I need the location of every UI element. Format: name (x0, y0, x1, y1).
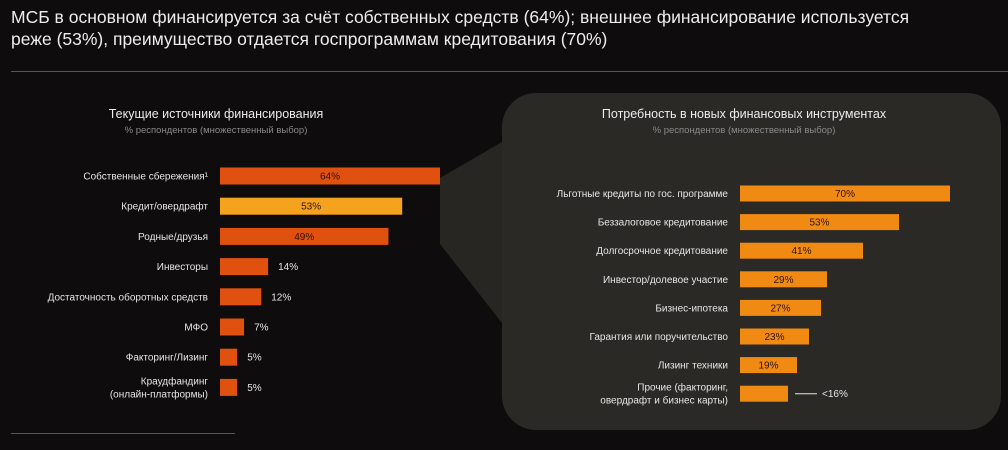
right-category-line-2-0: Долгосрочное кредитование (596, 246, 728, 257)
left-category-label-3: Инвесторы (157, 262, 208, 273)
right-bar-4 (740, 299, 821, 316)
right-value-label-4: 27% (770, 303, 790, 314)
left-value-label-5: 7% (254, 323, 269, 334)
right-chart-title: Потребность в новых финансовых инструмен… (602, 107, 887, 121)
right-category-line-1-0: Беззалоговое кредитование (598, 218, 729, 229)
left-chart-bars: Собственные сбережения¹ 64% Кредит/овердра… (48, 167, 440, 400)
right-bar-2 (740, 242, 863, 259)
right-bar-5 (740, 328, 809, 345)
right-bar-3 (740, 271, 827, 288)
left-bar-7 (220, 378, 238, 396)
left-bar-1 (220, 197, 403, 215)
headline-line-1: МСБ в основном финансируется за счёт соб… (11, 7, 910, 27)
right-bar-1 (740, 214, 899, 231)
left-category-label-1: Кредит/овердрафт (121, 201, 208, 213)
footer-divider (11, 433, 235, 434)
right-category-line-3-0: Инвестор/долевое участие (603, 275, 728, 286)
left-chart-subtitle: % респондентов (множественный выбор) (125, 125, 308, 136)
right-category-label-1: Беззалоговое кредитование (598, 218, 729, 229)
left-category-line-2-0: Родные/друзья (138, 232, 208, 243)
left-category-label-0: Собственные сбережения¹ (83, 171, 208, 183)
right-chart-bars: Льготные кредиты по гос. программе 70% Без… (557, 185, 950, 407)
left-category-line-1-0: Кредит/овердрафт (121, 201, 208, 213)
right-value-label-7: <16% (822, 389, 848, 400)
left-bar-0 (220, 167, 440, 185)
left-value-label-1: 53% (301, 202, 321, 213)
left-category-label-6: Факторинг/Лизинг (126, 353, 209, 364)
right-category-label-0: Льготные кредиты по гос. программе (557, 189, 729, 200)
right-chart-subtitle: % респондентов (множественный выбор) (653, 125, 836, 136)
left-value-label-7: 5% (247, 383, 262, 394)
right-category-label-6: Лизинг техники (658, 361, 728, 372)
right-value-label-1: 53% (809, 218, 829, 229)
headline-line-2: реже (53%), преимущество отдается госпро… (11, 29, 608, 49)
callout-panel (502, 93, 1001, 430)
left-bar-4 (220, 288, 262, 306)
left-category-label-4: Достаточность оборотных средств (48, 291, 208, 303)
right-category-label-4: Бизнес-ипотека (655, 303, 728, 314)
right-category-line-0-0: Льготные кредиты по гос. программе (557, 189, 729, 200)
right-category-label-5: Гарантия или поручительство (589, 332, 728, 343)
left-category-line-4-0: Достаточность оборотных средств (48, 291, 208, 303)
left-category-label-7: Краудфандинг (онлайн-платформы) (110, 375, 209, 400)
left-value-label-3: 14% (278, 262, 298, 273)
left-value-label-4: 12% (271, 292, 291, 303)
left-bar-6 (220, 348, 238, 366)
right-value-label-2: 41% (791, 246, 811, 257)
header-divider (11, 71, 1008, 72)
right-value-label-6: 19% (758, 361, 778, 372)
right-bar-6 (740, 357, 797, 374)
right-value-label-5: 23% (764, 332, 784, 343)
right-bar-7 (740, 385, 788, 402)
left-category-line-3-0: Инвесторы (157, 262, 208, 273)
page-headline: МСБ в основном финансируется за счёт соб… (11, 6, 1001, 50)
right-category-line-7-1: овердрафт и бизнес карты) (600, 395, 728, 407)
right-category-label-2: Долгосрочное кредитование (596, 246, 728, 257)
left-category-label-5: МФО (184, 323, 208, 334)
right-category-line-4-0: Бизнес-ипотека (655, 303, 728, 314)
left-value-label-2: 49% (294, 232, 314, 243)
left-category-line-6-0: Факторинг/Лизинг (126, 353, 209, 364)
right-category-label-7: Прочие (факторинг, овердрафт и бизнес кар… (600, 382, 728, 407)
left-bar-3 (220, 258, 269, 276)
left-category-line-7-1: (онлайн-платформы) (110, 388, 208, 400)
left-value-label-6: 5% (247, 353, 262, 364)
right-bar-0 (740, 185, 950, 202)
left-category-line-7-0: Краудфандинг (141, 375, 209, 387)
left-category-line-0-0: Собственные сбережения¹ (83, 171, 208, 183)
right-value-label-3: 29% (773, 275, 793, 286)
left-chart-title: Текущие источники финансирования (109, 107, 324, 121)
right-category-line-7-0: Прочие (факторинг, (637, 382, 728, 394)
left-bar-5 (220, 318, 245, 336)
left-category-line-5-0: МФО (184, 323, 208, 334)
right-category-line-6-0: Лизинг техники (658, 361, 728, 372)
right-category-line-5-0: Гарантия или поручительство (589, 332, 728, 343)
right-category-label-3: Инвестор/долевое участие (603, 275, 728, 286)
left-bar-2 (220, 227, 389, 245)
left-category-label-2: Родные/друзья (138, 232, 208, 243)
left-value-label-0: 64% (320, 172, 340, 183)
right-value-label-0: 70% (835, 189, 855, 200)
